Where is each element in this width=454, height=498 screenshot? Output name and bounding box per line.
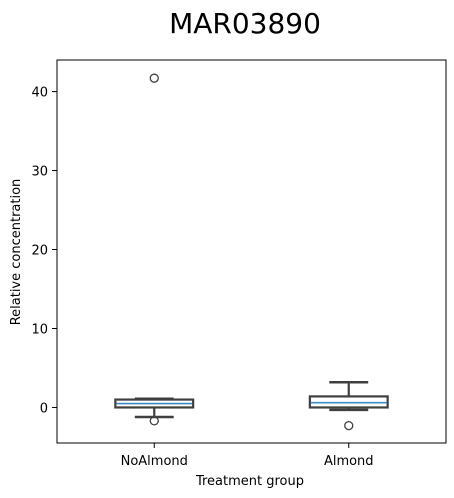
y-tick-label: 10	[31, 322, 48, 337]
x-axis: NoAlmond Almond	[121, 443, 374, 469]
boxes	[114, 73, 389, 431]
box-group	[308, 380, 389, 431]
x-axis-label: Treatment group	[195, 474, 304, 489]
outlier-point	[149, 73, 159, 83]
y-tick-label: 20	[31, 244, 48, 259]
y-axis: 0 10 20 30 40	[31, 86, 57, 416]
plot-frame	[56, 59, 447, 444]
y-tick-label: 0	[40, 401, 48, 416]
chart-title: MAR03890	[169, 7, 321, 40]
outlier-point	[344, 420, 354, 431]
x-tick-label: NoAlmond	[121, 454, 188, 469]
y-axis-label: Relative concentration	[9, 179, 24, 326]
y-tick-label: 30	[31, 165, 48, 180]
y-tick-label: 40	[31, 86, 48, 101]
box-group	[114, 73, 195, 426]
outlier-point	[149, 416, 159, 426]
x-tick-label: Almond	[324, 454, 374, 469]
